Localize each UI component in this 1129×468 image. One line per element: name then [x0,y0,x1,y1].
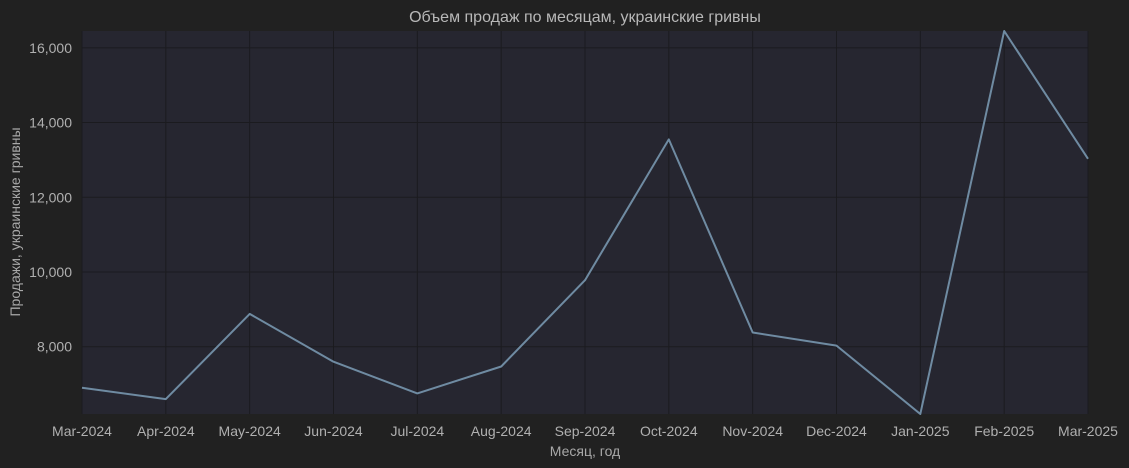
x-axis-ticks: Mar-2024 Apr-2024 May-2024 Jun-2024 Jul-2024… [52,423,1118,439]
x-tick-label: May-2024 [219,423,281,439]
x-tick-label: Jan-2025 [891,423,950,439]
x-tick-label: Aug-2024 [471,423,532,439]
y-tick-label: 14,000 [29,115,72,131]
grid-lines [81,31,1089,414]
x-tick-label: Apr-2024 [137,423,195,439]
y-tick-label: 8,000 [37,339,72,355]
x-tick-label: Oct-2024 [640,423,698,439]
y-axis-label: Продажи, украинские гривны [7,127,23,316]
x-tick-label: Mar-2024 [52,423,112,439]
series-layer [81,30,1089,415]
x-tick-label: Feb-2025 [974,423,1034,439]
x-axis-label: Месяц, год [550,443,620,459]
x-tick-label: Jun-2024 [304,423,363,439]
chart-title: Объем продаж по месяцам, украинские грив… [409,9,761,26]
x-tick-label: Dec-2024 [806,423,867,439]
x-tick-label: Jul-2024 [390,423,444,439]
sales-line [81,30,1089,415]
y-tick-label: 10,000 [29,264,72,280]
x-tick-label: Mar-2025 [1058,423,1118,439]
y-axis-ticks: 8,000 10,000 12,000 14,000 16,000 [29,40,72,355]
x-tick-label: Sep-2024 [555,423,616,439]
y-tick-label: 16,000 [29,40,72,56]
x-tick-label: Nov-2024 [722,423,783,439]
y-tick-label: 12,000 [29,189,72,205]
